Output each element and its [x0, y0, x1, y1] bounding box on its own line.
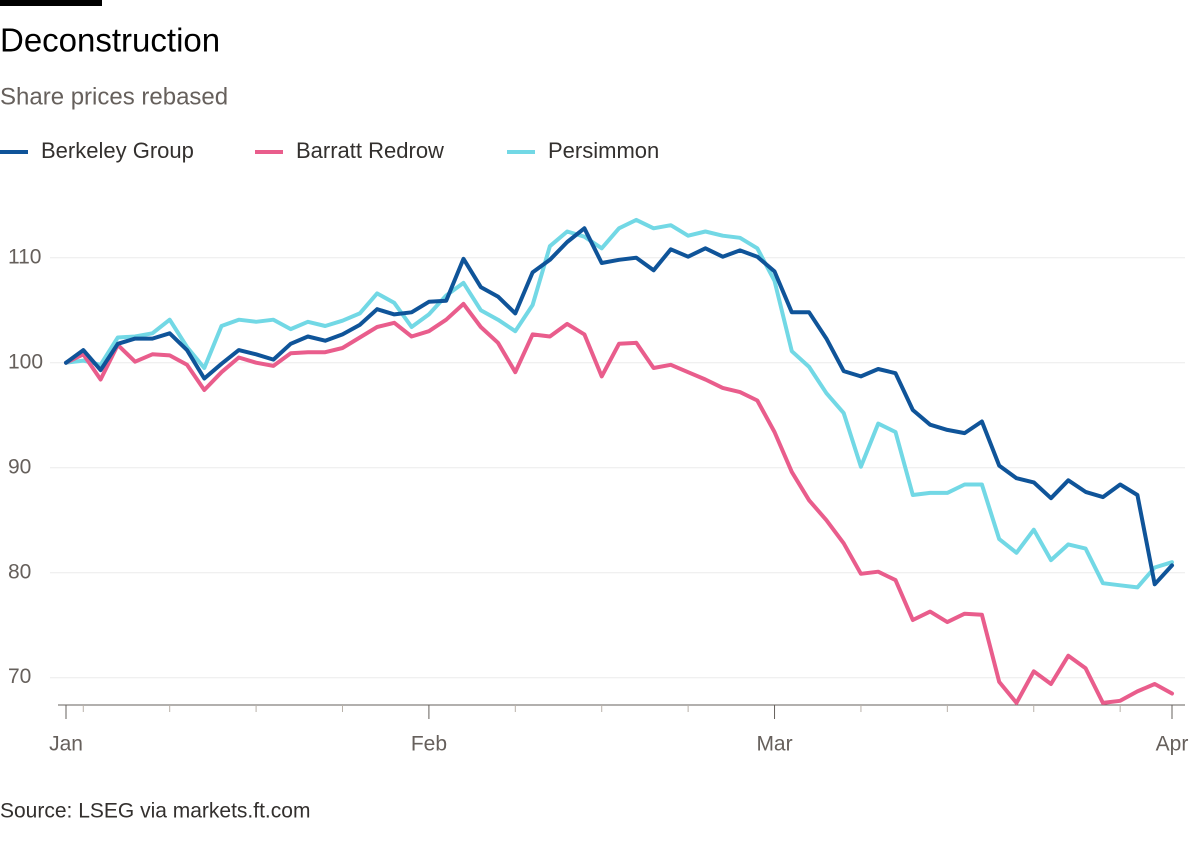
y-tick-label: 110 — [8, 245, 41, 268]
y-tick-label: 100 — [8, 350, 43, 373]
y-tick-label: 70 — [8, 665, 31, 688]
x-tick-label: Apr — [1156, 733, 1189, 756]
y-tick-label: 80 — [8, 560, 31, 583]
legend-label: Persimmon — [548, 138, 659, 163]
x-tick-label: Mar — [756, 733, 792, 756]
x-tick-label: Feb — [411, 733, 447, 756]
y-tick-label: 90 — [8, 455, 31, 478]
chart-subtitle: Share prices rebased — [0, 83, 228, 110]
series-line — [64, 301, 1174, 705]
series-line — [64, 217, 1174, 590]
x-tick-label: Jan — [49, 733, 83, 756]
legend-label: Barratt Redrow — [296, 138, 444, 163]
brand-bar — [0, 0, 102, 6]
source: Source: LSEG via markets.ft.com — [0, 800, 310, 823]
legend-label: Berkeley Group — [41, 138, 194, 163]
chart-title: Deconstruction — [0, 22, 220, 59]
series-line — [64, 226, 1174, 587]
